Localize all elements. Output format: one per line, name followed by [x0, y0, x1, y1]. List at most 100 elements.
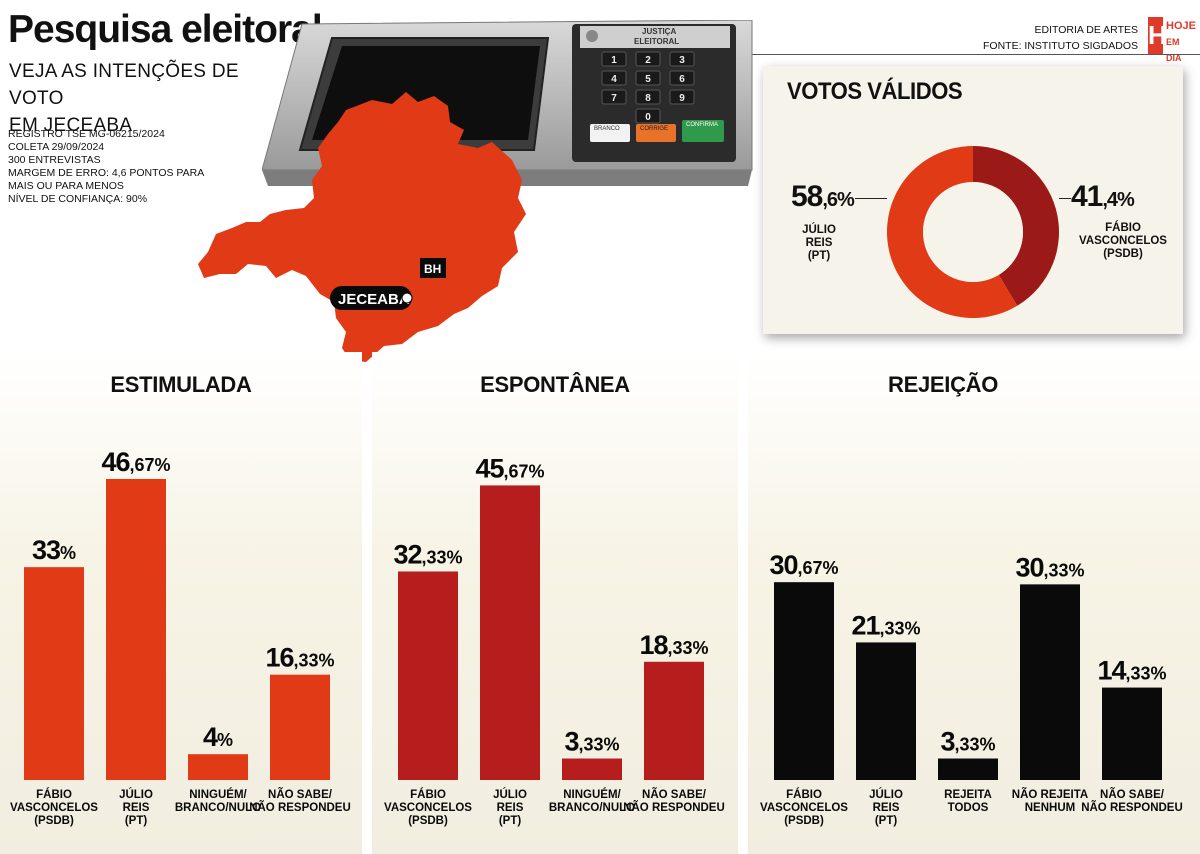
urna-btn-corrige: CORRIGE [640, 126, 668, 132]
estimulada-bar-chart: 33% FÁBIO VASCONCELOS (PSDB) 46,67% JÚLIO REIS… [10, 447, 351, 827]
percent-integer: 41 [1071, 180, 1103, 213]
keypad-key [601, 51, 627, 67]
panel-espontanea: ESPONTÂNEA 32,33% FÁBIO VASCONCELOS (PSDB) 4… [372, 352, 738, 854]
category-label: NÃO REJEITA NENHUM [1012, 788, 1088, 814]
bar-value-label: 32,33% [393, 539, 462, 569]
keypad-key-label: 5 [645, 74, 651, 85]
meta-line: REGISTRO TSE MG-06215/2024 [8, 128, 165, 140]
bar [938, 758, 998, 780]
percent-decimal: ,6% [822, 189, 854, 211]
julio-reis-percent: 58,6% [791, 180, 855, 214]
category-label: NÃO SABE/NÃO RESPONDEU [249, 788, 351, 814]
header-divider [730, 54, 1200, 55]
bar-value-label: 4% [203, 722, 233, 752]
urna-keypad: 1 2 3 4 5 6 7 8 9 0 [601, 51, 695, 124]
keypad-key-label: 9 [679, 93, 685, 104]
meta-line: 300 ENTREVISTAS [8, 154, 101, 166]
panel-title: ESTIMULADA [110, 372, 252, 397]
category-label: NINGUÉM/BRANCO/NULO [549, 788, 635, 814]
minas-gerais-map: BH JECEABA [198, 92, 526, 362]
fabio-vasconcelos-label: FÁBIO VASCONCELOS (PSDB) [1073, 222, 1173, 261]
jeceaba-marker [401, 292, 413, 304]
bar [480, 485, 540, 780]
urna-btn-confirma: CONFIRMA [686, 122, 718, 128]
newspaper-logo: H HOJE EM DIA [1148, 17, 1196, 63]
bar-value-label: 30,67% [769, 550, 838, 580]
keypad-key-label: 0 [645, 112, 651, 123]
bar [24, 567, 84, 780]
candidate-party: (PT) [807, 250, 831, 262]
keypad-key [635, 51, 661, 67]
keypad-key [601, 89, 627, 105]
bar [774, 582, 834, 780]
bar [270, 674, 330, 780]
percent-decimal: ,4% [1102, 189, 1134, 211]
rejeicao-bar-chart: 30,67% FÁBIO VASCONCELOS (PSDB) 21,33% JÚLIO R… [760, 550, 1183, 827]
votos-validos-donut [887, 146, 1059, 318]
urna-label: JUSTIÇA [642, 27, 676, 36]
bar-value-label: 3,33% [940, 727, 995, 757]
urna-btn-branco: BRANCO [594, 126, 620, 132]
category-label: FÁBIO VASCONCELOS (PSDB) [760, 788, 848, 827]
bar [188, 754, 248, 780]
julio-reis-label: JÚLIO REIS (PT) [789, 224, 849, 263]
category-label: FÁBIO VASCONCELOS (PSDB) [384, 788, 472, 827]
keypad-key [669, 70, 695, 86]
credit-editoria: EDITORIA DE ARTES [1034, 24, 1138, 36]
keypad-key [669, 51, 695, 67]
meta-line: MAIS OU PARA MENOS [8, 180, 124, 192]
panel-rejeicao: REJEIÇÃO 30,67% FÁBIO VASCONCELOS (PSDB) 21,… [748, 352, 1200, 854]
category-label: NINGUÉM/BRANCO/NULO [175, 788, 261, 814]
bar-value-label: 46,67% [101, 447, 170, 477]
donut-slice-julio [887, 146, 1018, 318]
bar-value-label: 21,33% [851, 610, 920, 640]
keypad-key-label: 6 [679, 74, 685, 85]
keypad-key-label: 3 [679, 55, 685, 66]
keypad-key-label: 2 [645, 55, 651, 66]
percent-integer: 58 [791, 180, 823, 213]
bar-value-label: 14,33% [1097, 656, 1166, 686]
bar [562, 758, 622, 780]
keypad-key [635, 108, 661, 124]
panel-estimulada: ESTIMULADA 33% FÁBIO VASCONCELOS (PSDB) 46,6… [0, 352, 362, 854]
credit-fonte: FONTE: INSTITUTO SIGDADOS [983, 40, 1138, 52]
meta-line: MARGEM DE ERRO: 4,6 PONTOS PARA [8, 167, 205, 179]
bar-value-label: 33% [32, 535, 76, 565]
donut-slice-fabio [973, 146, 1059, 306]
bar [1020, 584, 1080, 780]
category-label: JÚLIO REIS (PT) [493, 788, 527, 827]
credits: EDITORIA DE ARTES FONTE: INSTITUTO SIGDA… [983, 22, 1138, 54]
espontanea-bar-chart: 32,33% FÁBIO VASCONCELOS (PSDB) 45,67% JÚLIO R… [384, 453, 725, 827]
bar-value-label: 30,33% [1015, 552, 1084, 582]
candidate-name: FÁBIO VASCONCELOS [1079, 222, 1167, 247]
keypad-key [669, 89, 695, 105]
bar-value-label: 18,33% [639, 630, 708, 660]
map-label-bh: BH [424, 262, 441, 276]
bar [106, 478, 166, 780]
logo-word: HOJE [1166, 20, 1196, 32]
bar-value-label: 3,33% [564, 727, 619, 757]
keypad-key [601, 70, 627, 86]
logo-letter: H [1148, 17, 1167, 54]
donut-hole [923, 182, 1023, 282]
bar [644, 661, 704, 780]
map-label-jeceaba: JECEABA [338, 291, 410, 308]
panel-title: ESPONTÂNEA [480, 372, 630, 397]
candidate-party: (PSDB) [1103, 248, 1143, 260]
bar [398, 571, 458, 780]
keypad-key-label: 4 [611, 74, 617, 85]
state-shape [198, 92, 526, 362]
bar-value-label: 16,33% [265, 643, 334, 673]
category-label: JÚLIO REIS (PT) [869, 788, 903, 827]
meta-line: NÍVEL DE CONFIANÇA: 90% [8, 193, 148, 205]
panel-title: REJEIÇÃO [888, 372, 999, 397]
leader-line-left [855, 198, 887, 199]
page-title: Pesquisa eleitoral [8, 8, 323, 51]
category-label: REJEITA TODOS [944, 789, 992, 814]
votos-validos-title: VOTOS VÁLIDOS [787, 78, 963, 105]
survey-metadata: REGISTRO TSE MG-06215/2024 COLETA 29/09/… [8, 128, 208, 206]
category-label: NÃO SABE/NÃO RESPONDEU [623, 788, 725, 814]
bar [856, 642, 916, 780]
logo-words: HOJE EM DIA [1166, 18, 1196, 66]
subtitle-line: VEJA AS INTENÇÕES DE VOTO [9, 61, 239, 109]
